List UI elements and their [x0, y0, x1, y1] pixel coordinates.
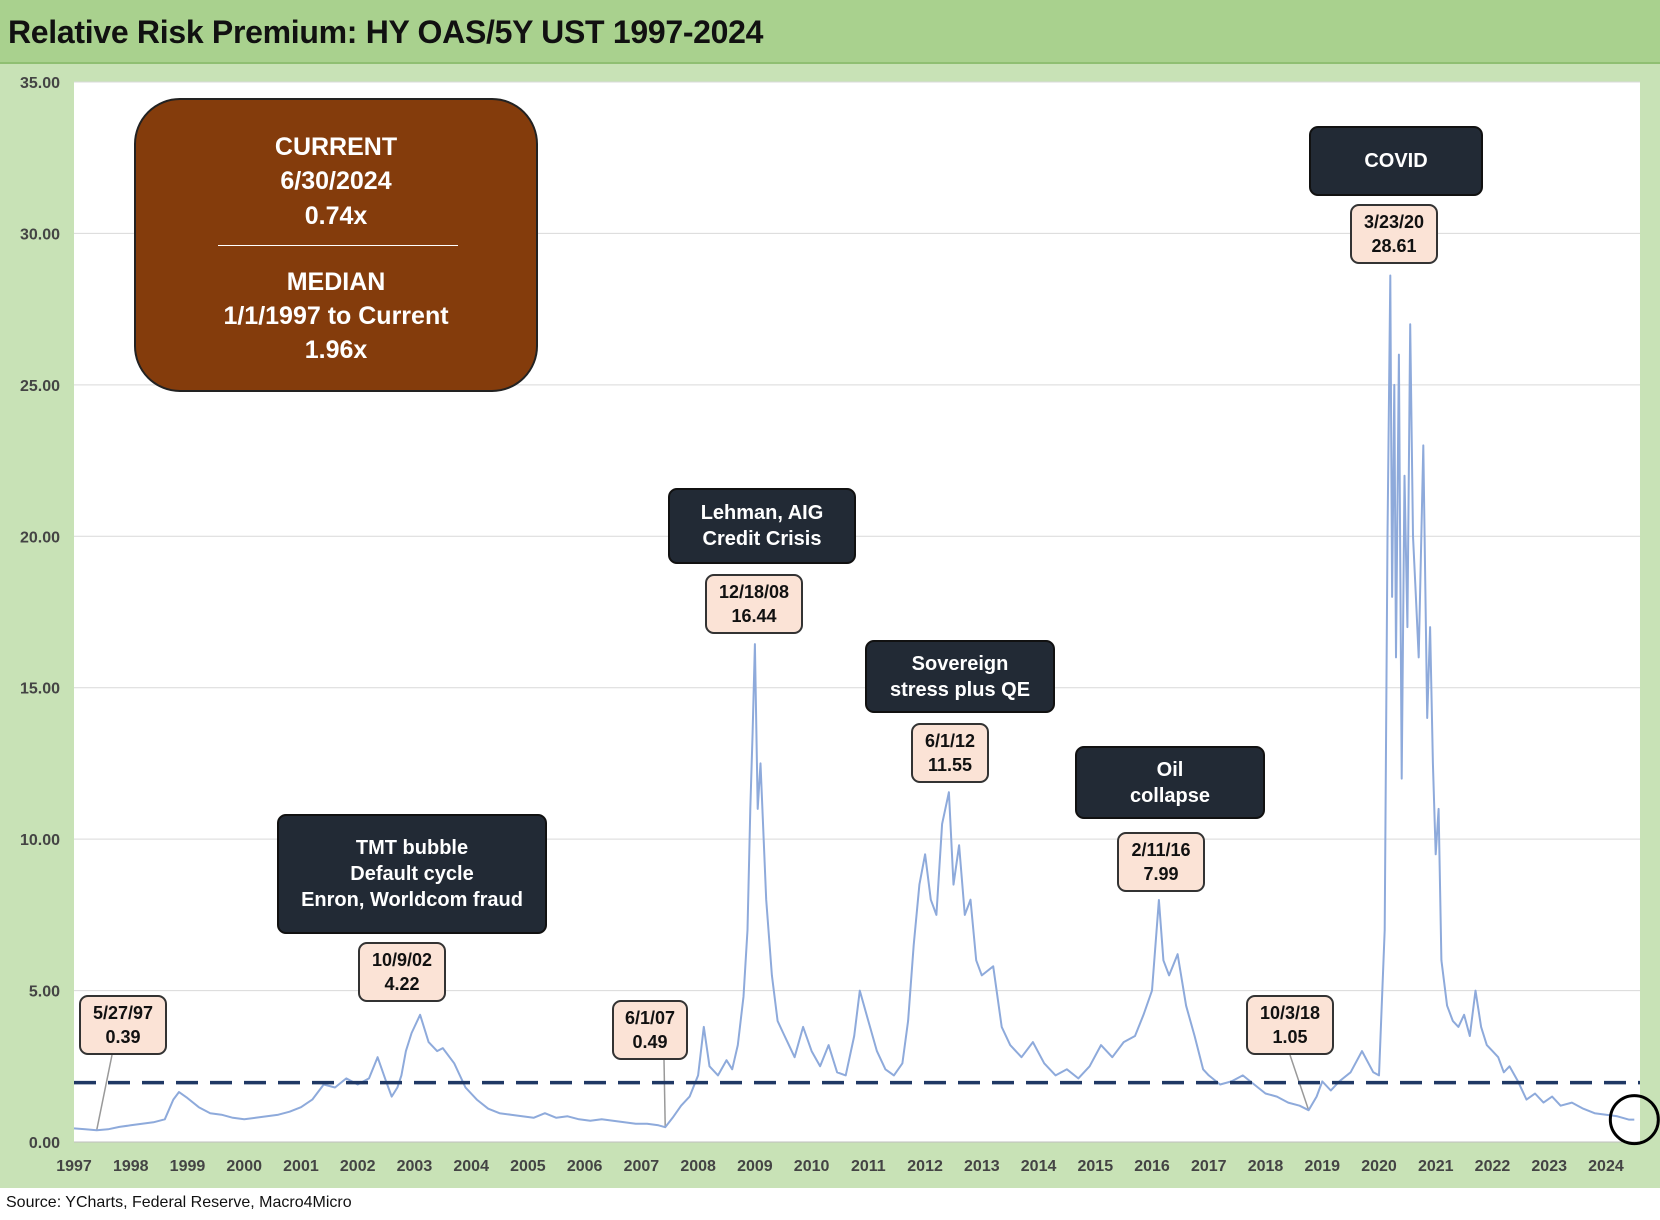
x-tick-label: 2020 [1361, 1158, 1397, 1175]
x-tick-label: 2023 [1531, 1158, 1567, 1175]
x-tick-label: 1999 [170, 1158, 206, 1175]
peak-1997: 5/27/97 0.39 [79, 995, 167, 1055]
median-range: 1/1/1997 to Current [223, 302, 449, 330]
peak-2016-date: 2/11/16 [1131, 840, 1191, 860]
x-tick-label: 2024 [1588, 1158, 1624, 1175]
peak-2012: 6/1/12 11.55 [911, 723, 989, 783]
event-sovereign-line2: stress plus QE [889, 678, 1031, 701]
peak-2018: 10/3/18 1.05 [1246, 995, 1334, 1055]
chart-title: Relative Risk Premium: HY OAS/5Y UST 199… [8, 14, 764, 50]
x-axis-ticks: 1997 1998 1999 2000 2001 2002 2003 2004 2005 2006… [56, 1158, 1624, 1175]
event-lehman: Lehman, AIG Credit Crisis [668, 488, 856, 564]
x-tick-label: 2007 [624, 1158, 660, 1175]
event-sovereign-line1: Sovereign [911, 652, 1009, 675]
y-axis-ticks: 0.00 5.00 10.00 15.00 20.00 25.00 30.00 35.00 [20, 75, 60, 1152]
peak-2002: 10/9/02 4.22 [358, 942, 446, 1002]
peak-2012-date: 6/1/12 [924, 731, 976, 751]
y-tick-label: 15.00 [20, 681, 60, 698]
y-tick-label: 20.00 [20, 529, 60, 546]
peak-2018-date: 10/3/18 [1259, 1003, 1321, 1023]
title-bar: Relative Risk Premium: HY OAS/5Y UST 199… [0, 0, 1660, 64]
peak-2007: 6/1/07 0.49 [612, 1000, 688, 1060]
callout-leader-line [95, 1054, 113, 1131]
y-tick-label: 35.00 [20, 75, 60, 92]
peak-2016: 2/11/16 7.99 [1117, 832, 1205, 892]
y-tick-label: 5.00 [29, 984, 60, 1001]
peak-2008-value: 16.44 [731, 606, 777, 626]
event-oil-line1: Oil [1156, 758, 1184, 781]
event-sovereign: Sovereign stress plus QE [865, 640, 1055, 713]
x-tick-label: 2001 [283, 1158, 319, 1175]
x-tick-label: 2018 [1248, 1158, 1284, 1175]
peak-2002-value: 4.22 [384, 974, 420, 994]
x-tick-label: 2005 [510, 1158, 546, 1175]
current-date: 6/30/2024 [280, 167, 392, 195]
peak-2007-date: 6/1/07 [624, 1008, 676, 1028]
x-tick-label: 2004 [453, 1158, 489, 1175]
x-tick-label: 2017 [1191, 1158, 1227, 1175]
callout-leader-line [663, 1059, 666, 1128]
y-tick-label: 30.00 [20, 226, 60, 243]
x-tick-label: 2015 [1078, 1158, 1114, 1175]
stats-box: CURRENT 6/30/2024 0.74x MEDIAN 1/1/1997 … [134, 98, 538, 392]
event-lehman-line2: Credit Crisis [702, 528, 822, 550]
y-tick-label: 25.00 [20, 378, 60, 395]
x-tick-label: 2009 [737, 1158, 773, 1175]
x-tick-label: 2000 [226, 1158, 262, 1175]
median-value: 1.96x [304, 336, 368, 364]
x-tick-label: 1997 [56, 1158, 92, 1175]
x-tick-label: 2012 [907, 1158, 943, 1175]
peak-2016-value: 7.99 [1143, 864, 1179, 884]
event-tmt: TMT bubble Default cycle Enron, Worldcom… [277, 814, 547, 934]
x-tick-label: 2011 [851, 1158, 886, 1175]
peak-2008: 12/18/08 16.44 [705, 574, 803, 634]
x-tick-label: 2013 [964, 1158, 1000, 1175]
x-tick-label: 2014 [1021, 1158, 1057, 1175]
x-tick-label: 2021 [1418, 1158, 1454, 1175]
x-tick-label: 2002 [340, 1158, 376, 1175]
peak-2020-date: 3/23/20 [1363, 212, 1425, 232]
x-tick-label: 1998 [113, 1158, 149, 1175]
peak-2020: 3/23/20 28.61 [1350, 204, 1438, 264]
event-oil: Oil collapse [1075, 746, 1265, 819]
peak-1997-date: 5/27/97 [92, 1003, 154, 1023]
callout-leaders [95, 1054, 1310, 1131]
x-tick-label: 2010 [794, 1158, 830, 1175]
source-bar: Source: YCharts, Federal Reserve, Macro4… [0, 1188, 1660, 1220]
event-lehman-line1: Lehman, AIG [700, 502, 824, 524]
source-note: Source: YCharts, Federal Reserve, Macro4… [6, 1194, 352, 1211]
peak-2012-value: 11.55 [927, 755, 973, 775]
x-tick-label: 2022 [1475, 1158, 1511, 1175]
median-label: MEDIAN [286, 268, 386, 296]
x-tick-label: 2019 [1304, 1158, 1340, 1175]
x-tick-label: 2008 [680, 1158, 716, 1175]
current-marker [1608, 1094, 1660, 1146]
peak-2020-value: 28.61 [1371, 236, 1417, 256]
peak-2008-date: 12/18/08 [718, 582, 790, 602]
x-tick-label: 2016 [1134, 1158, 1170, 1175]
y-tick-label: 10.00 [20, 832, 60, 849]
peak-2018-value: 1.05 [1272, 1027, 1308, 1047]
peak-1997-value: 0.39 [105, 1027, 141, 1047]
current-value: 0.74x [304, 202, 368, 230]
stats-divider [218, 245, 458, 246]
event-covid-line1: COVID [1364, 150, 1428, 172]
event-tmt-line2: Default cycle [350, 863, 474, 885]
x-tick-label: 2003 [397, 1158, 433, 1175]
x-tick-label: 2006 [567, 1158, 603, 1175]
series-line [73, 274, 1635, 1132]
current-label: CURRENT [274, 133, 398, 161]
peak-2007-value: 0.49 [632, 1032, 668, 1052]
event-tmt-line1: TMT bubble [355, 837, 469, 859]
peak-2002-date: 10/9/02 [371, 950, 433, 970]
y-tick-label: 0.00 [29, 1135, 60, 1152]
event-tmt-line3: Enron, Worldcom fraud [301, 889, 523, 911]
event-oil-line2: collapse [1129, 784, 1211, 807]
event-covid: COVID [1309, 126, 1483, 196]
